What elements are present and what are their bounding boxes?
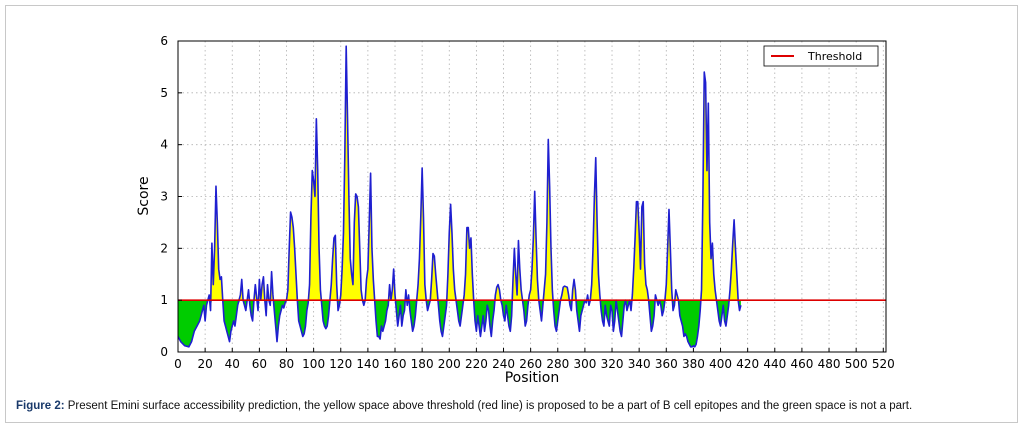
x-tick-label: 40 bbox=[225, 357, 240, 371]
x-axis-label: Position bbox=[505, 370, 560, 386]
x-tick-label: 200 bbox=[438, 357, 461, 371]
x-tick-label: 340 bbox=[628, 357, 651, 371]
legend-entry-threshold: Threshold bbox=[807, 50, 862, 63]
x-tick-label: 260 bbox=[519, 357, 542, 371]
x-tick-label: 440 bbox=[763, 357, 786, 371]
x-tick-label: 320 bbox=[601, 357, 624, 371]
x-tick-label: 80 bbox=[279, 357, 294, 371]
score-line bbox=[178, 45, 742, 348]
x-tick-label: 140 bbox=[356, 357, 379, 371]
caption-label: Figure 2: bbox=[16, 400, 65, 412]
figure-caption: Figure 2: Present Emini surface accessib… bbox=[16, 400, 1021, 412]
y-tick-label: 6 bbox=[160, 34, 168, 48]
x-tick-label: 100 bbox=[302, 357, 325, 371]
x-tick-label: 240 bbox=[492, 357, 515, 371]
x-tick-label: 120 bbox=[329, 357, 352, 371]
x-tick-label: 160 bbox=[384, 357, 407, 371]
x-tick-label: 380 bbox=[682, 357, 705, 371]
x-tick-label: 480 bbox=[818, 357, 841, 371]
y-axis-label: Score bbox=[136, 176, 152, 215]
caption-text: Present Emini surface accessibility pred… bbox=[64, 400, 913, 412]
x-tick-label: 180 bbox=[411, 357, 434, 371]
legend: Threshold bbox=[763, 45, 879, 67]
y-tick-label: 1 bbox=[160, 293, 168, 307]
figure-frame: 0 20 40 60 80 100 120 140 160 180 200 220 240 260 280 3… bbox=[5, 5, 1018, 423]
x-tick-label: 60 bbox=[252, 357, 267, 371]
y-tick-label: 3 bbox=[160, 190, 168, 204]
x-tick-label: 300 bbox=[573, 357, 596, 371]
y-tick-label: 5 bbox=[160, 86, 168, 100]
x-tick-label: 220 bbox=[465, 357, 488, 371]
above-threshold-area bbox=[178, 46, 741, 301]
legend-box bbox=[763, 45, 879, 67]
x-tick-label: 460 bbox=[790, 357, 813, 371]
x-tick-label: 360 bbox=[655, 357, 678, 371]
y-tick-label: 4 bbox=[160, 138, 168, 152]
x-tick-label: 520 bbox=[872, 357, 895, 371]
y-tick-label: 2 bbox=[160, 241, 168, 255]
x-tick-label: 500 bbox=[845, 357, 868, 371]
series-lines bbox=[178, 45, 886, 348]
x-tick-label: 0 bbox=[174, 357, 182, 371]
x-tick-label: 280 bbox=[546, 357, 569, 371]
y-tick-label: 0 bbox=[160, 345, 168, 359]
x-tick-label: 400 bbox=[709, 357, 732, 371]
x-tick-label: 20 bbox=[197, 357, 212, 371]
emini-accessibility-chart: 0 20 40 60 80 100 120 140 160 180 200 220 240 260 280 3… bbox=[136, 34, 895, 386]
axis-ticks: 0 20 40 60 80 100 120 140 160 180 200 220 240 260 280 3… bbox=[160, 34, 894, 371]
x-tick-label: 420 bbox=[736, 357, 759, 371]
